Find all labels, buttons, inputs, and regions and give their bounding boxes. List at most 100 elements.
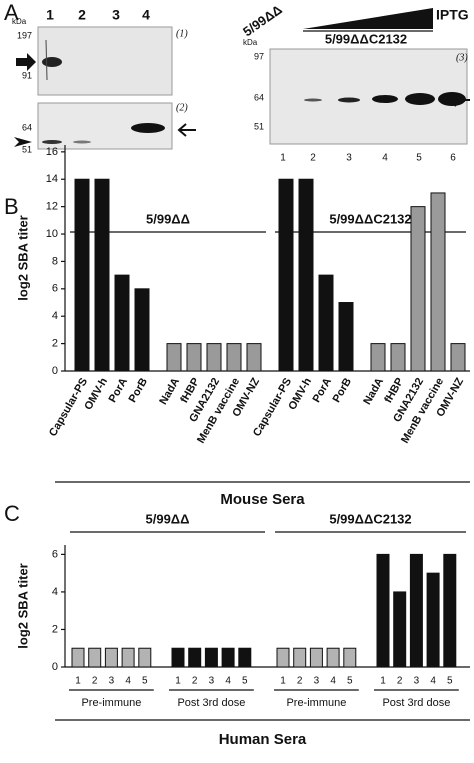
- lane-label: 2: [310, 153, 316, 164]
- subgroup-label: Pre-immune: [286, 697, 346, 709]
- x-tick-label: 5: [447, 676, 453, 687]
- marker-label: 64: [254, 92, 264, 102]
- blot-tag: (2): [176, 102, 188, 113]
- x-tick-label: 5: [142, 676, 148, 687]
- band: [73, 140, 91, 144]
- bar: [138, 647, 152, 668]
- x-tick-label: PorA: [311, 376, 335, 405]
- arrow: [177, 123, 196, 137]
- bar: [276, 647, 290, 668]
- x-tick-label: 5: [242, 676, 248, 687]
- arrow: [16, 53, 36, 71]
- bar: [393, 591, 407, 668]
- bar: [114, 274, 130, 372]
- x-tick-label: 1: [380, 676, 386, 687]
- y-tick-label: 16: [46, 146, 58, 158]
- x-tick-label: 5: [347, 676, 353, 687]
- x-tick-label: 1: [175, 676, 181, 687]
- blot: [269, 48, 468, 145]
- blot-tag: (3): [456, 52, 468, 63]
- bar: [309, 647, 323, 668]
- bar: [171, 647, 185, 668]
- bar: [204, 647, 218, 668]
- bar: [94, 178, 110, 372]
- unit-label: kDa: [12, 17, 27, 26]
- y-axis-label: log2 SBA titer: [15, 563, 30, 648]
- y-tick-label: 2: [52, 338, 58, 350]
- bar: [370, 343, 386, 372]
- x-tick-label: PorB: [331, 376, 355, 405]
- arrow: [447, 93, 470, 107]
- x-tick-label: 2: [192, 676, 198, 687]
- band: [42, 57, 62, 67]
- bar: [74, 178, 90, 372]
- y-tick-label: 14: [46, 173, 58, 185]
- panel-label: B: [4, 194, 19, 219]
- bar: [426, 572, 440, 668]
- marker-label: 51: [254, 121, 264, 131]
- marker-label: 64: [22, 122, 32, 132]
- x-tick-label: PorA: [107, 376, 131, 405]
- group-label: 5/99ΔΔC2132: [329, 211, 411, 226]
- subgroup-label: Pre-immune: [81, 697, 141, 709]
- lane-label: 2: [78, 7, 86, 23]
- x-tick-label: 4: [225, 676, 231, 687]
- strain-label: 5/99ΔΔ: [240, 2, 285, 40]
- y-tick-label: 0: [52, 365, 58, 377]
- x-tick-label: 3: [414, 676, 420, 687]
- x-tick-label: PorB: [127, 376, 151, 405]
- bar: [326, 647, 340, 668]
- bar: [376, 553, 390, 668]
- group-label: 5/99ΔΔ: [146, 211, 190, 226]
- y-tick-label: 6: [52, 283, 58, 295]
- bar: [226, 343, 242, 372]
- lane-label: 3: [346, 153, 352, 164]
- unit-label: kDa: [243, 38, 258, 47]
- x-tick-label: 4: [125, 676, 131, 687]
- bar: [104, 647, 118, 668]
- bar: [409, 553, 423, 668]
- y-tick-label: 12: [46, 201, 58, 213]
- bar: [343, 647, 357, 668]
- x-tick-label: 1: [75, 676, 81, 687]
- x-tick-label: 4: [430, 676, 436, 687]
- y-tick-label: 8: [52, 255, 58, 267]
- inducer-label: IPTG: [436, 7, 469, 23]
- band: [372, 95, 398, 103]
- subgroup-label: Post 3rd dose: [177, 697, 245, 709]
- bar: [121, 647, 135, 668]
- bar: [206, 343, 222, 372]
- bar: [430, 192, 446, 372]
- bar: [450, 343, 466, 372]
- x-tick-label: 4: [330, 676, 336, 687]
- y-tick-label: 4: [52, 310, 58, 322]
- bar: [278, 178, 294, 372]
- bar: [88, 647, 102, 668]
- x-tick-label: NadA: [157, 376, 182, 407]
- marker-label: 91: [22, 70, 32, 80]
- marker-label: 97: [254, 51, 264, 61]
- x-tick-label: 1: [280, 676, 286, 687]
- blot-tag: (1): [176, 28, 188, 39]
- x-tick-label: NadA: [361, 376, 386, 407]
- panel-label: C: [4, 501, 20, 526]
- lane-label: 1: [280, 153, 286, 164]
- construct-label: 5/99ΔΔC2132: [325, 31, 407, 46]
- marker-label: 51: [22, 144, 32, 154]
- smear: [45, 39, 48, 81]
- bar: [188, 647, 202, 668]
- bar: [134, 288, 150, 372]
- band: [304, 98, 322, 102]
- y-tick-label: 2: [52, 623, 58, 635]
- bar: [166, 343, 182, 372]
- bar: [71, 647, 85, 668]
- bar: [293, 647, 307, 668]
- y-tick-label: 4: [52, 586, 58, 598]
- bar: [298, 178, 314, 372]
- bar: [186, 343, 202, 372]
- subgroup-label: Post 3rd dose: [382, 697, 450, 709]
- lane-label: 4: [142, 7, 150, 23]
- bar: [238, 647, 252, 668]
- group-label: 5/99ΔΔC2132: [329, 511, 411, 526]
